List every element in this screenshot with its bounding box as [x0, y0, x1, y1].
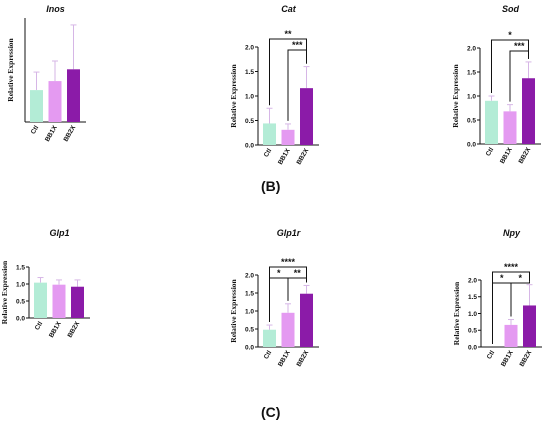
- chart-inos: Inos Relative Expression Ctl BB1X BB2X: [6, 4, 86, 143]
- y-tick-label: 0.0: [245, 344, 254, 351]
- chart-title: Cat: [281, 4, 297, 14]
- bar-ctl: [485, 100, 498, 144]
- category-label: Ctl: [263, 147, 273, 158]
- category-label: BB1X: [48, 320, 63, 339]
- chart-title: Sod: [502, 4, 520, 14]
- significance-label: *: [277, 268, 281, 278]
- y-tick-label: 1.5: [16, 264, 25, 271]
- category-label: BB1X: [500, 349, 515, 368]
- y-tick-label: 0.5: [16, 298, 25, 305]
- chart-glp1r: Glp1r 0.0 0.5 1.0 1.5 2.0 Relative Expression C…: [229, 228, 319, 368]
- y-tick-label: 1.0: [467, 93, 476, 100]
- bar-bb1x: [52, 284, 66, 318]
- panel-label-b: (B): [261, 178, 281, 194]
- y-tick-label: 2.0: [245, 272, 254, 279]
- significance-label: *: [518, 273, 522, 283]
- y-tick-label: 2.0: [245, 44, 254, 51]
- category-label: Ctl: [263, 349, 273, 360]
- y-tick-label: 0.0: [468, 344, 477, 351]
- bar-bb2x: [67, 69, 80, 122]
- significance-label: *: [500, 273, 504, 283]
- category-label: BB2X: [517, 146, 532, 165]
- y-tick-label: 0.0: [245, 142, 254, 149]
- bar-ctl: [263, 329, 276, 347]
- category-label: Ctl: [486, 349, 496, 360]
- bar-bb2x: [522, 78, 535, 144]
- category-label: BB2X: [518, 349, 533, 368]
- bar-bb1x: [281, 312, 295, 347]
- bar-bb1x: [504, 324, 518, 347]
- category-label: BB2X: [295, 147, 310, 166]
- y-tick-label: 0.5: [245, 326, 254, 333]
- chart-title: Glp1: [49, 228, 69, 238]
- y-tick-label: 1.5: [245, 69, 254, 76]
- y-tick-label: 1.0: [468, 311, 477, 318]
- category-label: BB2X: [295, 349, 310, 368]
- chart-title: Npy: [503, 228, 521, 238]
- bar-bb2x: [523, 305, 536, 347]
- significance-label: ***: [514, 41, 525, 51]
- category-label: Ctl: [34, 320, 44, 331]
- significance-label: ****: [504, 262, 519, 272]
- y-tick-label: 0.5: [245, 118, 254, 125]
- significance-label: *: [508, 30, 512, 40]
- chart-title: Inos: [46, 4, 65, 14]
- chart-sod: Sod 0.0 0.5 1.0 1.5 2.0 Relative Expression Ctl…: [451, 4, 541, 165]
- category-label: BB2X: [62, 124, 77, 143]
- category-label: BB1X: [277, 349, 292, 368]
- y-tick-label: 1.5: [468, 294, 477, 301]
- chart-npy: Npy 0.0 0.5 1.0 1.5 2.0 Relative Expression Ctl…: [452, 228, 542, 368]
- significance-label: **: [294, 268, 302, 278]
- y-tick-label: 0.5: [467, 117, 476, 124]
- y-axis-label: Relative Expression: [452, 281, 461, 345]
- bar-bb1x: [281, 129, 295, 145]
- y-tick-label: 2.0: [467, 45, 476, 52]
- y-tick-label: 1.0: [16, 281, 25, 288]
- y-axis-label: Relative Expression: [451, 63, 460, 127]
- bar-bb2x: [71, 286, 84, 318]
- category-label: BB1X: [499, 146, 514, 165]
- significance-bracket: [510, 281, 530, 317]
- category-label: Ctl: [485, 146, 495, 157]
- category-label: BB2X: [66, 320, 81, 339]
- bar-bb2x: [300, 88, 313, 145]
- significance-label: **: [284, 29, 292, 39]
- bar-bb2x: [300, 293, 313, 347]
- y-tick-label: 0.0: [16, 315, 25, 322]
- y-tick-label: 1.5: [467, 69, 476, 76]
- y-tick-label: 1.5: [245, 290, 254, 297]
- bar-bb1x: [503, 111, 517, 144]
- chart-glp1: Glp1 0.0 0.5 1.0 1.5 Relative Expression Ctl BB…: [0, 228, 90, 339]
- bar-ctl: [34, 282, 47, 318]
- panel-label-c: (C): [261, 404, 281, 420]
- chart-cat: Cat 0.0 0.5 1.0 1.5 2.0 Relative Expression Ctl…: [229, 4, 319, 166]
- significance-bracket: [509, 50, 529, 102]
- y-tick-label: 2.0: [468, 277, 477, 284]
- category-label: Ctl: [30, 124, 40, 135]
- bar-ctl: [263, 123, 276, 145]
- y-axis-label: Relative Expression: [0, 260, 9, 324]
- y-tick-label: 0.0: [467, 141, 476, 148]
- y-axis-label: Relative Expression: [229, 278, 238, 342]
- chart-title: Glp1r: [277, 228, 301, 238]
- y-axis-label: Relative Expression: [229, 63, 238, 127]
- y-tick-label: 0.5: [468, 328, 477, 335]
- significance-bracket: [491, 39, 529, 93]
- y-tick-label: 1.0: [245, 93, 254, 100]
- y-tick-label: 1.0: [245, 308, 254, 315]
- significance-bracket: [287, 49, 307, 121]
- bar-bb1x: [48, 81, 62, 122]
- category-label: BB1X: [277, 147, 292, 166]
- significance-label: ***: [292, 40, 303, 50]
- significance-label: ****: [281, 257, 296, 267]
- category-label: BB1X: [44, 124, 59, 143]
- y-axis-label: Relative Expression: [6, 37, 15, 101]
- bar-ctl: [30, 90, 43, 122]
- significance-bracket: [287, 277, 307, 301]
